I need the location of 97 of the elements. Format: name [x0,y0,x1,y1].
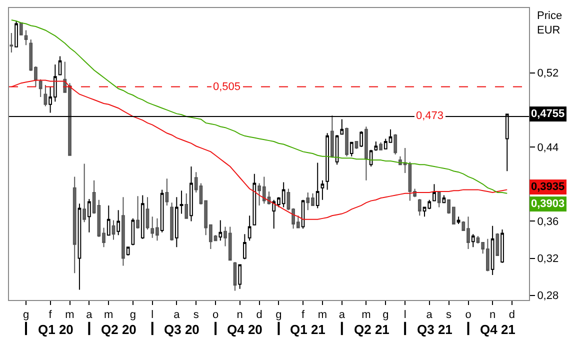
candlestick [126,246,130,256]
x-tick-label: a [426,309,434,322]
y-axis-title: Price EUR [537,10,562,36]
x-tick-label: g [22,309,30,322]
x-tick-label: a [174,309,181,322]
candlestick [248,215,252,242]
candlestick [369,149,373,168]
candlestick [326,132,330,190]
text: Q3 21 [417,322,452,337]
candlestick [437,191,441,208]
candlestick [88,198,91,233]
candlestick [374,140,378,152]
candlestick [394,134,398,155]
x-tick-label: s [446,309,452,322]
candlestick [238,264,242,290]
y-tick-label: 0,44 [537,142,559,154]
candlestick [233,261,237,292]
candlestick [122,196,125,266]
candlestick [340,118,344,135]
candlestick [330,115,334,158]
candlestick [160,189,164,233]
text: Q1 21 [290,322,326,337]
candlestick [146,196,150,230]
ref-line-label: 0,505 [213,81,241,93]
candlestick [490,225,494,276]
y-tick-label: 0,32 [537,253,559,266]
candlestick [350,142,354,157]
candlestick [106,204,110,236]
candlestick [10,32,14,53]
candlestick [131,218,135,246]
text: Q4 21 [480,322,516,337]
candlestick [500,229,504,264]
x-tick-label: n [236,309,243,322]
candlestick [218,220,222,242]
candlestick [24,30,28,46]
line-series [10,20,508,194]
candlestick [78,203,82,290]
candlestick [140,194,144,240]
x-tick-label: g [276,309,282,322]
candlestick [44,84,48,107]
x-tick-label: m [318,309,328,322]
y-tick-label: 0,28 [537,290,559,302]
candlestick [379,142,382,150]
x-tick-label: n [489,309,496,322]
text: 0,3903 [531,198,565,210]
candlestick [165,178,169,206]
candlestick [184,192,188,219]
candlestick [496,232,500,256]
x-tick-label: m [104,309,114,322]
candlestick [38,78,42,98]
candlestick [190,166,193,222]
text: Q3 20 [164,322,200,337]
candlestick [360,130,364,148]
x-tick-label: m [362,309,371,322]
candlestick [418,198,422,216]
candlestick [82,163,86,223]
candlestick [72,176,76,274]
text: Q4 20 [227,322,262,337]
text: Q2 20 [101,322,136,337]
y-tick-label: 0,36 [537,216,559,228]
candlestick [136,196,140,230]
x-tick-label: o [465,309,472,322]
text: 0,4755 [531,108,565,120]
x-tick-label: a [338,309,346,322]
text: Q1 20 [38,322,74,337]
candlestick [170,202,174,242]
candlestick [116,210,120,236]
candlestick [112,220,116,240]
text: 0,3935 [531,181,565,193]
x-tick-label: d [508,309,516,322]
x-tick-label: s [193,309,200,322]
candlestick [14,20,18,48]
x-tick-label: m [65,309,74,322]
x-tick-label: l [151,309,154,322]
candlestick [243,234,246,260]
x-tick-label: l [404,309,406,322]
x-tick-label: f [301,309,306,322]
candlestick [180,190,184,214]
candlestick [456,216,460,224]
candlestick [174,196,178,248]
candlestick [58,56,62,76]
x-tick-label: o [212,309,219,322]
candlestick [316,162,320,209]
candlestick [252,173,256,226]
candlestick [471,234,475,248]
candlestick [345,127,348,157]
y-tick-label: 0,52 [537,68,559,80]
x-tick-label: a [86,309,94,322]
text: Q2 21 [354,322,390,337]
candlestick [364,126,368,181]
x-tick-label: f [48,309,53,322]
ref-line-label: 0,473 [416,110,444,122]
x-tick-label: g [130,309,136,322]
x-tick-label: g [382,309,389,322]
candlestick [320,180,324,200]
x-tick-label: d [256,309,262,322]
candlestick [19,22,23,36]
